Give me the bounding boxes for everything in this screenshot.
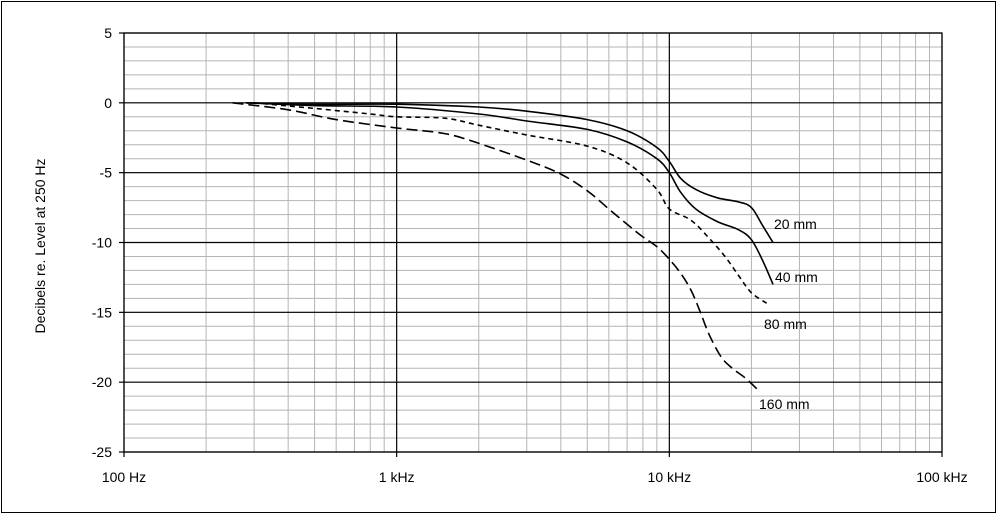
series-line-20-mm: [245, 102, 774, 243]
x-tick-label: 100 kHz: [916, 469, 967, 485]
y-tick-label: -20: [92, 374, 112, 390]
series-line-160-mm: [232, 102, 758, 390]
series-label-80-mm: 80 mm: [764, 316, 807, 332]
x-tick-label: 10 kHz: [648, 469, 692, 485]
x-tick-label: 1 kHz: [379, 469, 415, 485]
series-label-20-mm: 20 mm: [774, 216, 817, 232]
series-label-40-mm: 40 mm: [775, 269, 818, 285]
y-tick-label: -10: [92, 235, 112, 251]
series-line-80-mm: [254, 102, 769, 305]
y-tick-label: -15: [92, 304, 112, 320]
axes: 5 0 -5 -10 -15 -20 -25 100 Hz 1 kHz 10 kHz 100 kHz: [92, 25, 968, 485]
grid: [123, 32, 943, 453]
series-label-160-mm: 160 mm: [759, 396, 810, 412]
y-axis-label: Decibels re. Level at 250 Hz: [32, 158, 48, 333]
x-tick-label: 100 Hz: [102, 469, 146, 485]
y-tick-label: 5: [104, 25, 112, 41]
labels-group: 20 mm 40 mm 80 mm 160 mm: [759, 216, 818, 412]
y-tick-label: -25: [92, 444, 112, 460]
series-line-40-mm: [245, 102, 774, 285]
y-tick-label: -5: [100, 165, 113, 181]
y-tick-label: 0: [104, 95, 112, 111]
series-group: [232, 102, 774, 390]
